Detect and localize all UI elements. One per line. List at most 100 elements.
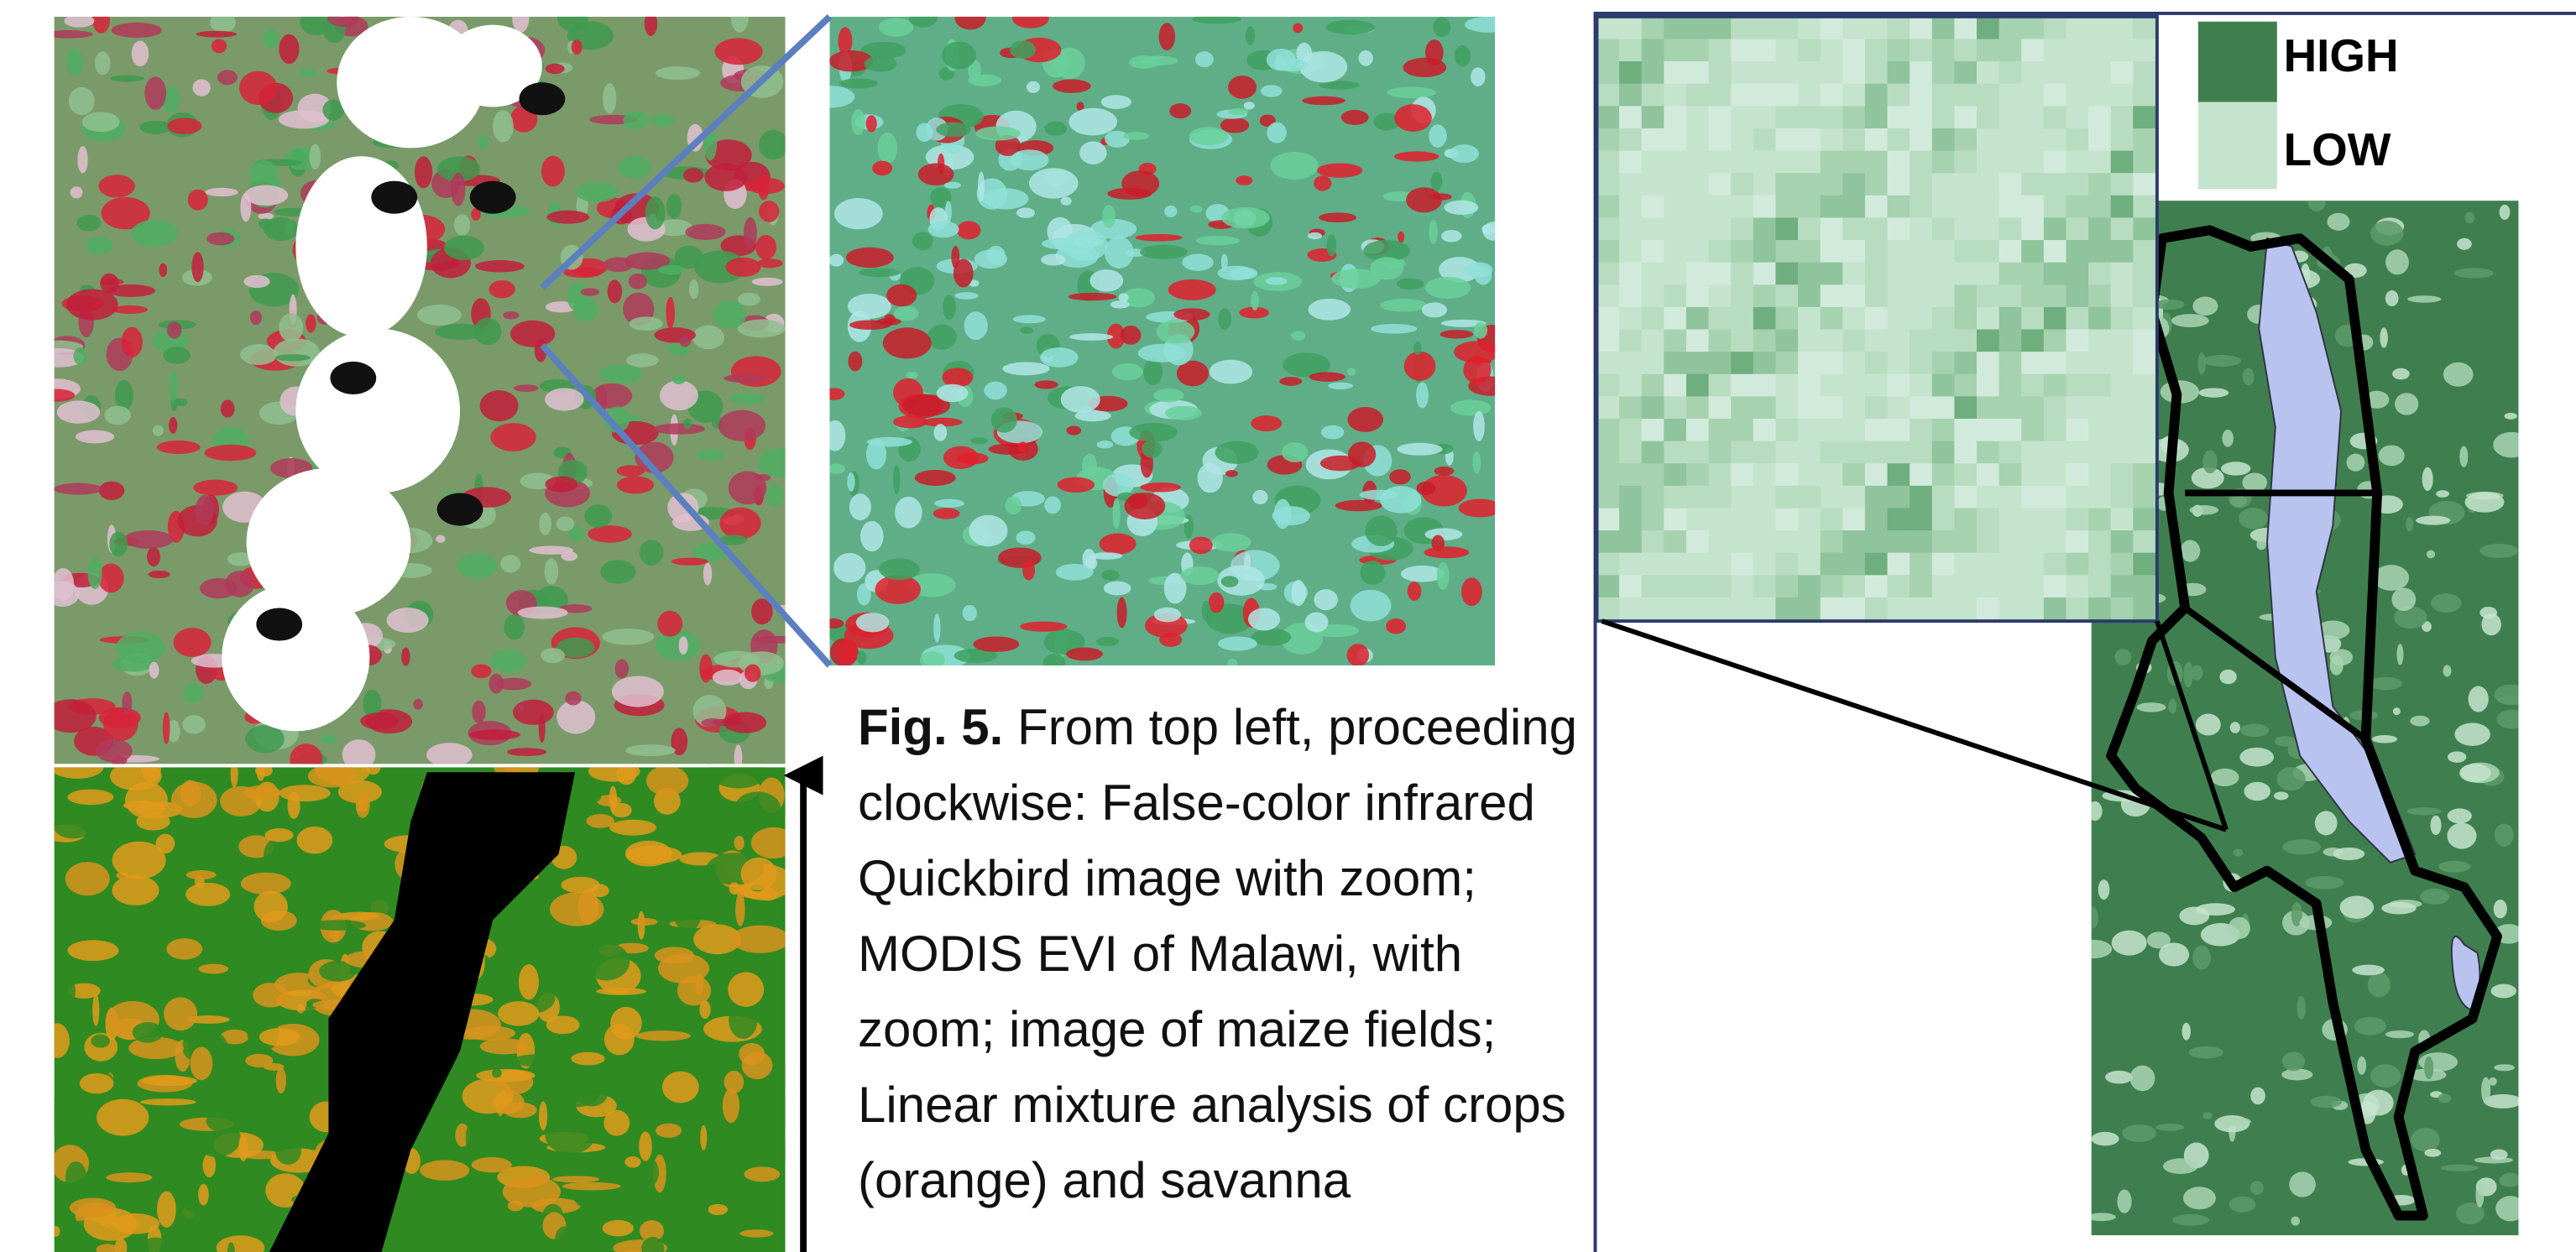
texture (1429, 124, 1447, 147)
texture (734, 836, 745, 850)
texture (1230, 268, 1257, 280)
texture (2410, 716, 2429, 727)
evi-pixel (1686, 263, 1709, 285)
evi-pixel (1888, 575, 1910, 597)
evi-pixel (2021, 151, 2044, 174)
texture (1424, 546, 1469, 558)
texture (673, 895, 701, 931)
texture (1387, 87, 1435, 98)
evi-pixel (1686, 307, 1709, 330)
evi-pixel (2021, 17, 2044, 39)
evi-pixel (1977, 486, 1999, 509)
texture (744, 1166, 780, 1182)
cloud-shadow (470, 181, 516, 214)
texture (1483, 222, 1505, 240)
texture (545, 477, 577, 493)
texture (612, 676, 664, 707)
texture (1275, 55, 1283, 70)
texture (1244, 102, 1255, 109)
evi-pixel (1596, 263, 1619, 285)
texture (466, 1123, 477, 1153)
evi-pixel (2044, 486, 2067, 509)
texture (2250, 1182, 2264, 1195)
evi-pixel (1775, 151, 1798, 174)
cloud-shadow (437, 493, 483, 525)
evi-pixel (1642, 39, 1664, 61)
evi-pixel (1977, 441, 1999, 464)
texture (191, 1047, 213, 1081)
evi-pixel (1932, 463, 1955, 486)
texture (259, 218, 273, 229)
texture (2122, 1124, 2156, 1142)
evi-pixel (1932, 128, 1955, 151)
texture (191, 252, 203, 282)
texture (192, 79, 210, 96)
texture (2276, 767, 2305, 790)
texture (2136, 702, 2166, 712)
texture (159, 263, 167, 278)
texture (562, 1182, 620, 1191)
evi-pixel (2021, 352, 2044, 374)
evi-pixel (1596, 196, 1619, 218)
texture (112, 23, 162, 38)
evi-pixel (1798, 196, 1821, 218)
evi-pixel (1821, 530, 1843, 553)
evi-pixel (1731, 307, 1753, 330)
evi-pixel (1664, 419, 1686, 441)
evi-pixel (1865, 553, 1888, 576)
texture (518, 607, 568, 619)
texture (604, 1110, 630, 1136)
evi-pixel (1731, 486, 1753, 509)
texture (1018, 441, 1027, 451)
texture (99, 482, 124, 500)
texture (1079, 141, 1106, 164)
evi-pixel (1821, 39, 1843, 61)
evi-pixel (1910, 352, 1932, 374)
evi-pixel (1910, 330, 1932, 352)
evi-pixel (1910, 419, 1932, 441)
texture (1348, 441, 1376, 467)
evi-pixel (1910, 151, 1932, 174)
texture (1228, 76, 1257, 99)
texture (2230, 722, 2240, 733)
texture (2196, 714, 2221, 736)
texture (171, 782, 217, 818)
evi-pixel (1954, 151, 1977, 174)
evi-pixel (1709, 352, 1732, 374)
evi-pixel (1596, 419, 1619, 441)
evi-pixel (2133, 61, 2155, 84)
texture (139, 121, 171, 134)
evi-pixel (1977, 106, 1999, 128)
texture (1455, 45, 1471, 67)
evi-pixel (1842, 173, 1865, 196)
texture (539, 1101, 547, 1130)
evi-pixel (1686, 240, 1709, 263)
texture (1326, 234, 1336, 256)
evi-pixel (1932, 508, 1955, 530)
texture (1165, 406, 1202, 420)
evi-pixel (2066, 196, 2088, 218)
evi-pixel (1865, 486, 1888, 509)
evi-pixel (1888, 597, 1910, 620)
evi-pixel (1775, 486, 1798, 509)
evi-pixel (2088, 128, 2111, 151)
texture (651, 114, 675, 128)
evi-pixel (1798, 352, 1821, 374)
evi-pixel (1932, 217, 1955, 240)
evi-pixel (2044, 217, 2067, 240)
texture (65, 1161, 86, 1194)
evi-pixel (1865, 84, 1888, 107)
texture (2374, 565, 2409, 591)
texture (1181, 566, 1220, 585)
evi-pixel (1932, 396, 1955, 419)
texture (418, 1221, 431, 1231)
cloud-shadow (256, 608, 302, 640)
evi-pixel (1865, 61, 1888, 84)
evi-pixel (2088, 553, 2111, 576)
evi-pixel (1798, 151, 1821, 174)
evi-pixel (1775, 263, 1798, 285)
texture (724, 374, 764, 383)
evi-pixel (1798, 106, 1821, 128)
evi-pixel (1954, 128, 1977, 151)
texture (957, 221, 981, 239)
